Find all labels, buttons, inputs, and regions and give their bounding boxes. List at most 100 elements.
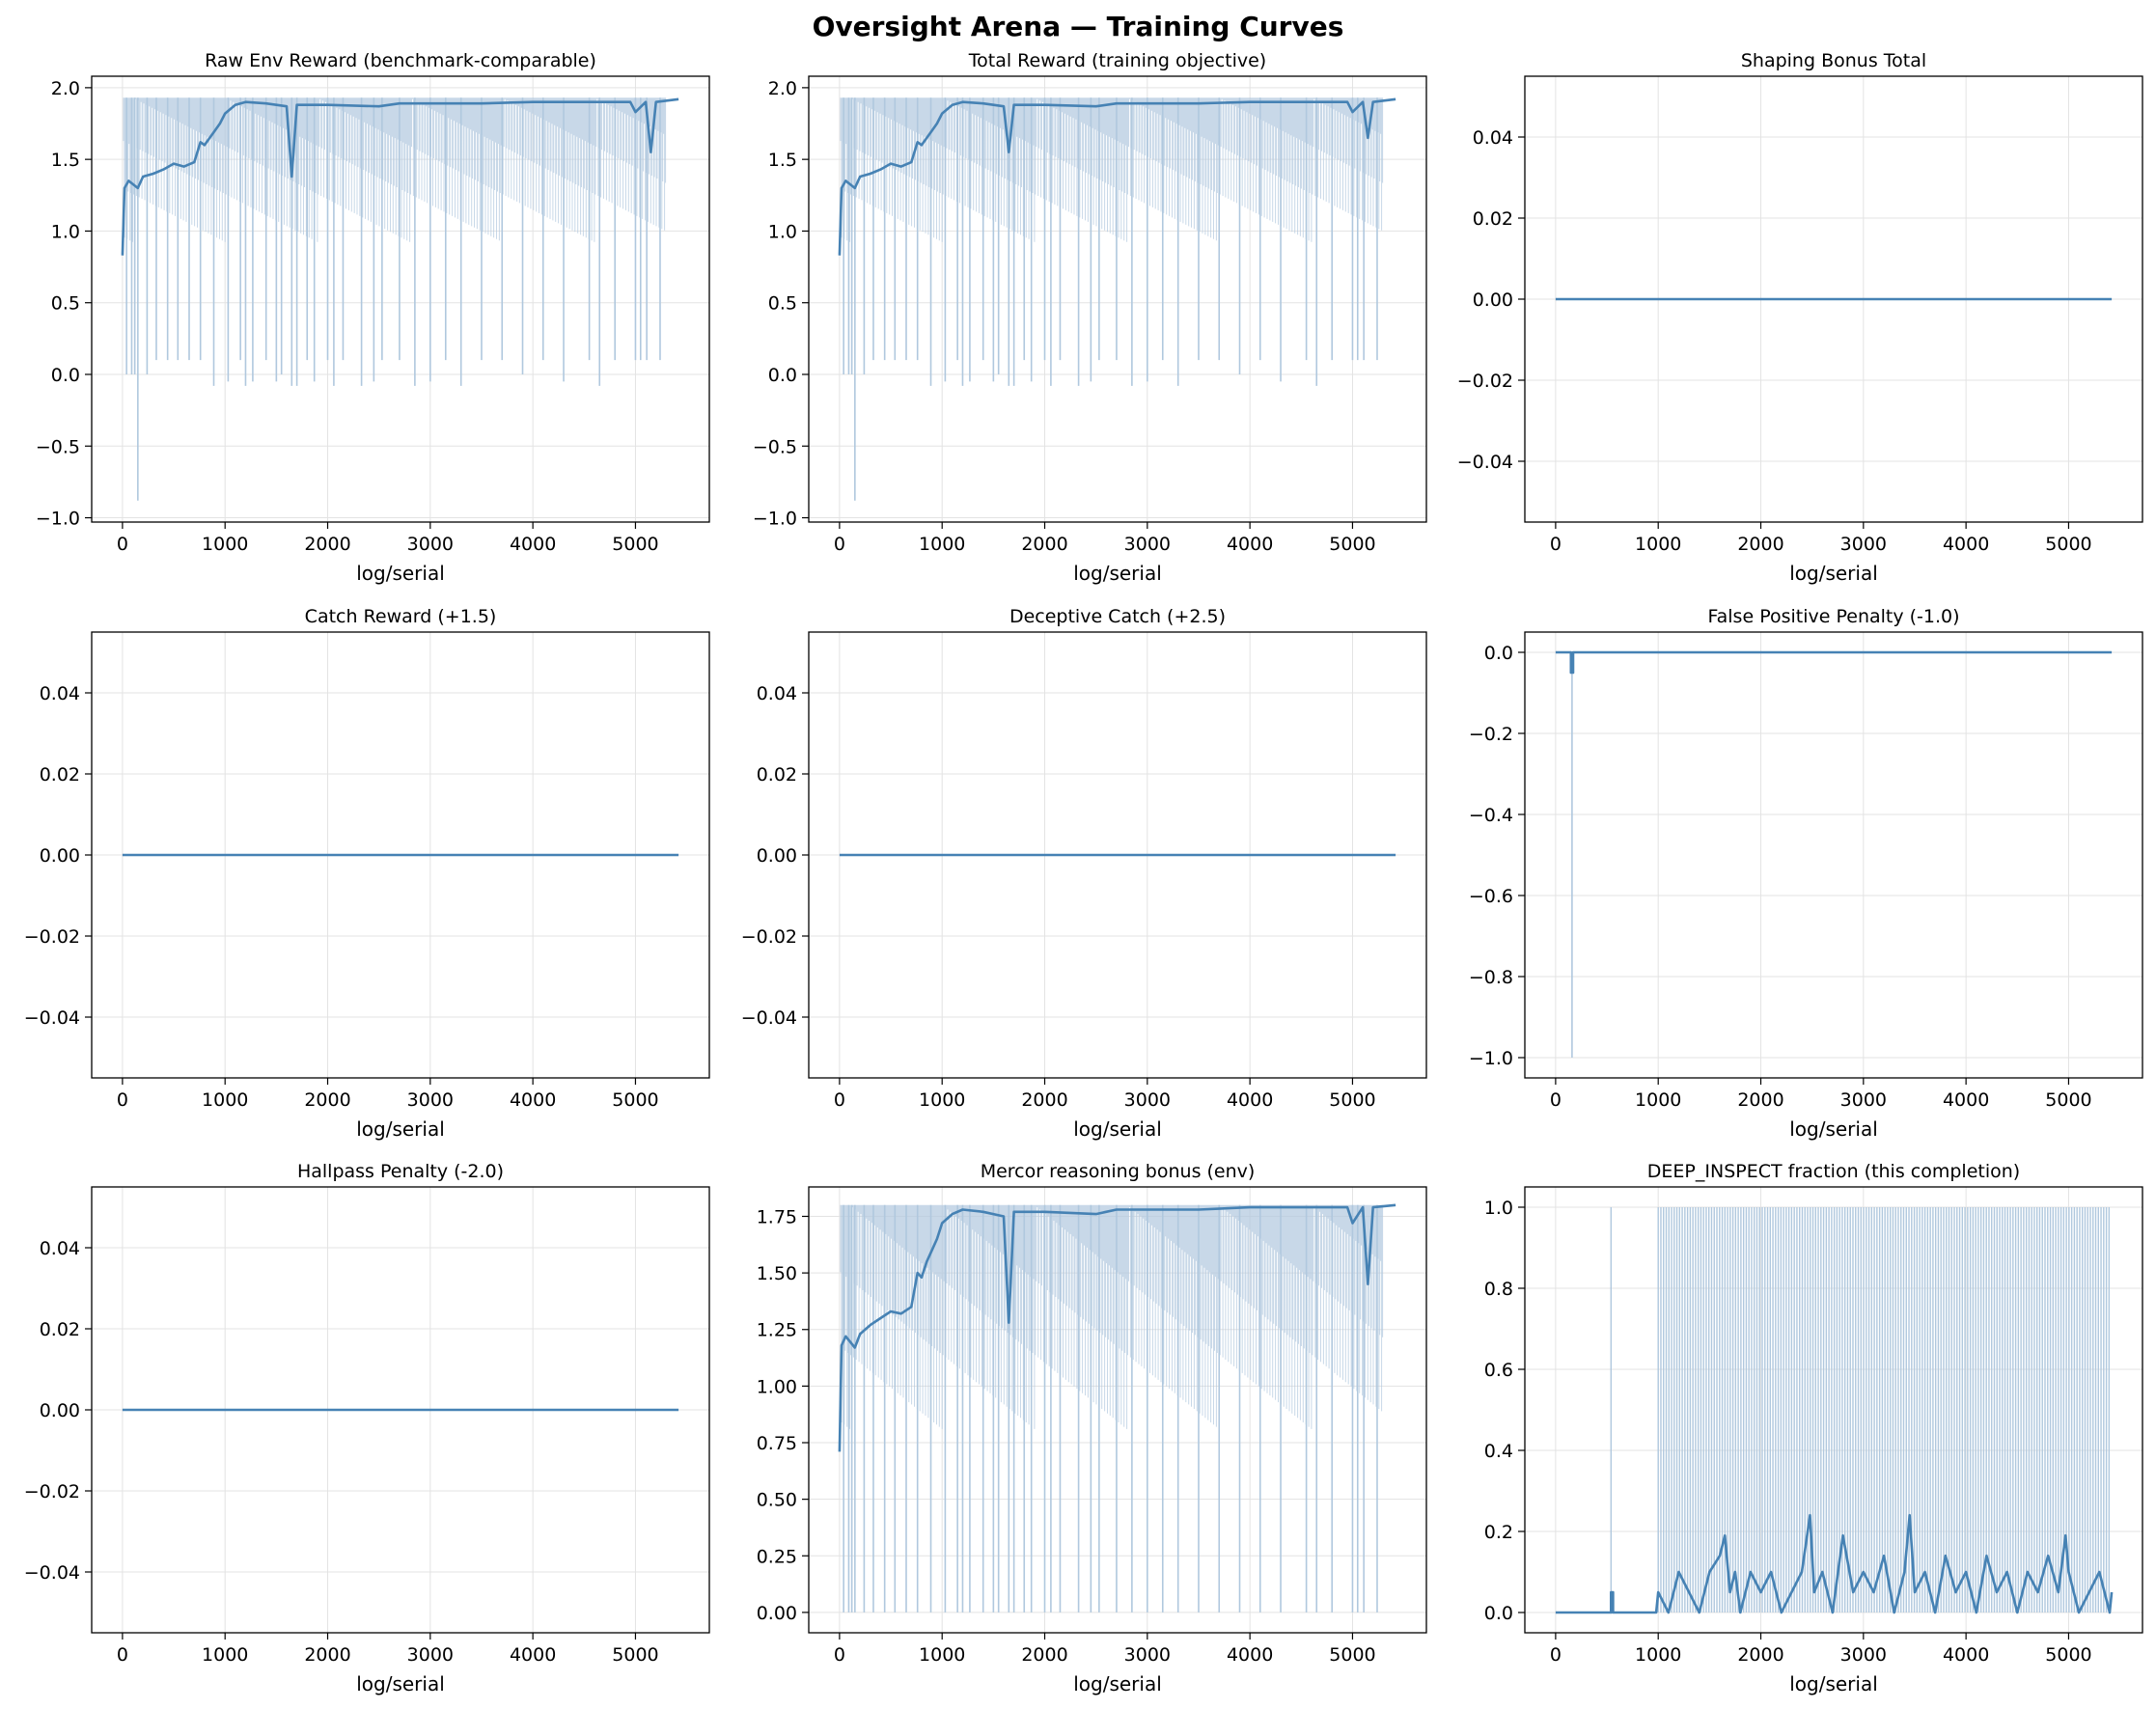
y-tick-label: −0.2 (1469, 724, 1513, 745)
x-tick-label: 0 (834, 534, 845, 555)
subplot-title: Shaping Bonus Total (1741, 50, 1926, 71)
x-tick-label: 4000 (1227, 534, 1273, 555)
x-tick-label: 4000 (1943, 534, 1989, 555)
y-tick-label: −0.04 (1457, 452, 1513, 473)
y-tick-label: 0.00 (757, 845, 797, 867)
y-tick-label: 1.0 (51, 221, 80, 242)
y-tick-label: −0.02 (24, 926, 80, 948)
axes-frame (808, 75, 1427, 523)
subplot-7: 0 1000 2000 3000 4000 5000 −0.04 −0.02 0.00 0.02 0… (24, 1161, 710, 1695)
x-tick-label: 0 (1550, 1644, 1562, 1666)
y-tick-label: 1.25 (757, 1320, 797, 1341)
raw-band (840, 97, 1384, 242)
axes-frame (1524, 1186, 2143, 1634)
subplot-title: Hallpass Penalty (-2.0) (297, 1161, 504, 1182)
y-tick-label: 2.0 (768, 78, 797, 99)
x-axis-label: log/serial (1073, 1117, 1162, 1141)
x-tick-label: 2000 (304, 534, 350, 555)
raw-band (123, 97, 667, 242)
x-tick-label: 5000 (1329, 1644, 1375, 1666)
x-axis-label: log/serial (1789, 1672, 1878, 1695)
x-tick-label: 5000 (612, 1644, 658, 1666)
x-tick-label: 3000 (407, 1644, 454, 1666)
subplot-9: 0 1000 2000 3000 4000 5000 0.0 0.2 0.4 0.6 0.8 1.0 D… (1484, 1161, 2143, 1695)
x-tick-label: 4000 (1943, 1089, 1989, 1111)
x-tick-label: 3000 (1124, 1644, 1171, 1666)
smoothed-series-line (1555, 650, 2113, 675)
x-tick-label: 2000 (1737, 1644, 1783, 1666)
y-tick-label: 0.4 (1484, 1441, 1513, 1462)
x-tick-label: 2000 (1021, 1644, 1067, 1666)
y-tick-label: 0.2 (1484, 1522, 1513, 1543)
y-tick-label: 0.04 (40, 1238, 80, 1259)
y-tick-label: 0.00 (40, 845, 80, 867)
plot-area (121, 97, 679, 501)
x-tick-label: 1000 (919, 1089, 965, 1111)
y-tick-label: 1.5 (768, 150, 797, 171)
x-tick-label: 4000 (510, 1644, 556, 1666)
x-tick-label: 0 (1550, 1089, 1562, 1111)
y-tick-label: 0.0 (51, 365, 80, 386)
subplot-title: Raw Env Reward (benchmark-comparable) (205, 50, 596, 71)
y-tick-label: 0.5 (51, 293, 80, 315)
smoothed-series-line (1555, 1513, 2114, 1614)
x-tick-label: 4000 (1227, 1644, 1273, 1666)
y-tick-label: −0.02 (1457, 371, 1513, 392)
axes-frame (1524, 631, 2143, 1079)
y-tick-label: 1.50 (757, 1263, 797, 1284)
x-tick-label: 4000 (1943, 1644, 1989, 1666)
subplot-title: DEEP_INSPECT fraction (this completion) (1647, 1161, 2020, 1182)
x-tick-label: 3000 (407, 534, 454, 555)
subplot-3: 0 1000 2000 3000 4000 5000 −0.04 −0.02 0.00 0.02 0… (1457, 50, 2143, 585)
y-tick-label: 1.00 (757, 1376, 797, 1397)
x-tick-label: 1000 (1635, 1644, 1681, 1666)
y-tick-label: 1.75 (757, 1206, 797, 1227)
figure-title: Oversight Arena — Training Curves (813, 11, 1344, 42)
x-tick-label: 1000 (202, 534, 248, 555)
subplot-8: 0 1000 2000 3000 4000 5000 0.00 0.25 0.50 0.75 1.0… (757, 1161, 1427, 1695)
y-tick-label: −0.4 (1469, 805, 1513, 826)
x-tick-label: 0 (834, 1644, 845, 1666)
y-tick-label: −1.0 (753, 509, 797, 530)
y-tick-label: −0.02 (24, 1481, 80, 1502)
y-tick-label: −0.5 (753, 436, 797, 457)
y-tick-label: 0.0 (1484, 1603, 1513, 1624)
x-tick-label: 0 (1550, 534, 1562, 555)
x-tick-label: 5000 (2045, 534, 2091, 555)
y-tick-label: 0.00 (1473, 289, 1513, 311)
smoothed-series-line (838, 1203, 1396, 1452)
x-tick-label: 2000 (1737, 1089, 1783, 1111)
y-tick-label: −0.04 (24, 1562, 80, 1584)
smoothed-series-line (838, 97, 1396, 256)
x-tick-label: 5000 (1329, 1089, 1375, 1111)
x-tick-label: 3000 (1124, 1089, 1171, 1111)
x-tick-label: 2000 (1021, 534, 1067, 555)
x-axis-label: log/serial (356, 562, 445, 585)
x-tick-label: 4000 (510, 1089, 556, 1111)
x-tick-label: 1000 (919, 1644, 965, 1666)
subplot-4: 0 1000 2000 3000 4000 5000 −0.04 −0.02 0.00 0.02 0… (24, 606, 710, 1141)
y-tick-label: 0.0 (1484, 643, 1513, 664)
y-tick-label: 0.00 (40, 1400, 80, 1421)
smoothed-series-line (121, 97, 679, 256)
y-tick-label: 0.25 (757, 1546, 797, 1567)
x-tick-label: 3000 (1840, 1089, 1887, 1111)
y-tick-label: 0.00 (757, 1603, 797, 1624)
x-tick-label: 3000 (1840, 534, 1887, 555)
y-tick-label: 0.02 (40, 1319, 80, 1340)
y-tick-label: 0.04 (1473, 127, 1513, 149)
subplot-1: 0 1000 2000 3000 4000 5000 −1.0 −0.5 0.0 0.5 1.0 1.… (36, 50, 710, 585)
x-tick-label: 4000 (1227, 1089, 1273, 1111)
y-tick-label: 0.02 (1473, 208, 1513, 230)
x-tick-label: 5000 (612, 1089, 658, 1111)
subplot-title: Mercor reasoning bonus (env) (981, 1161, 1256, 1182)
subplot-title: Total Reward (training objective) (968, 50, 1266, 71)
y-tick-label: −1.0 (1469, 1048, 1513, 1069)
x-tick-label: 1000 (1635, 1089, 1681, 1111)
y-tick-label: 2.0 (51, 78, 80, 99)
x-axis-label: log/serial (1789, 1117, 1878, 1141)
y-tick-label: 0.75 (757, 1433, 797, 1454)
plot-area (1555, 1207, 2114, 1614)
y-tick-label: 0.6 (1484, 1360, 1513, 1381)
